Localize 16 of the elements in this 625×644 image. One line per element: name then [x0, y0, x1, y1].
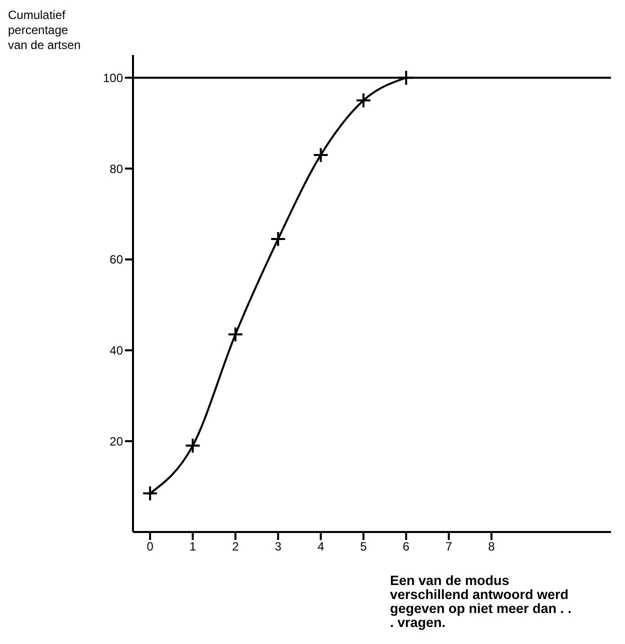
x-tick-label: 6	[402, 540, 410, 554]
x-axis-title: Een van de modus verschillend antwoord werd gegeven op niet meer dan . . . vragen.	[390, 573, 573, 630]
y-axis-title: Cumulatief percentage van de artsen	[8, 8, 82, 53]
x-tick-label: 1	[189, 540, 196, 554]
y-tick-label: 20	[110, 434, 124, 448]
y-tick-label: 80	[110, 162, 124, 176]
x-tick-label: 2	[232, 540, 240, 554]
y-tick-label: 100	[102, 70, 124, 85]
x-tick-label: 8	[488, 540, 496, 554]
x-tick-label: 5	[360, 540, 368, 554]
x-tick-label: 3	[274, 540, 282, 554]
x-tick-label: 0	[146, 540, 154, 554]
x-tick-label: 7	[445, 540, 452, 554]
y-tick-label: 60	[110, 252, 124, 267]
y-tick-label: 40	[110, 344, 124, 358]
x-tick-label: 4	[317, 540, 324, 554]
